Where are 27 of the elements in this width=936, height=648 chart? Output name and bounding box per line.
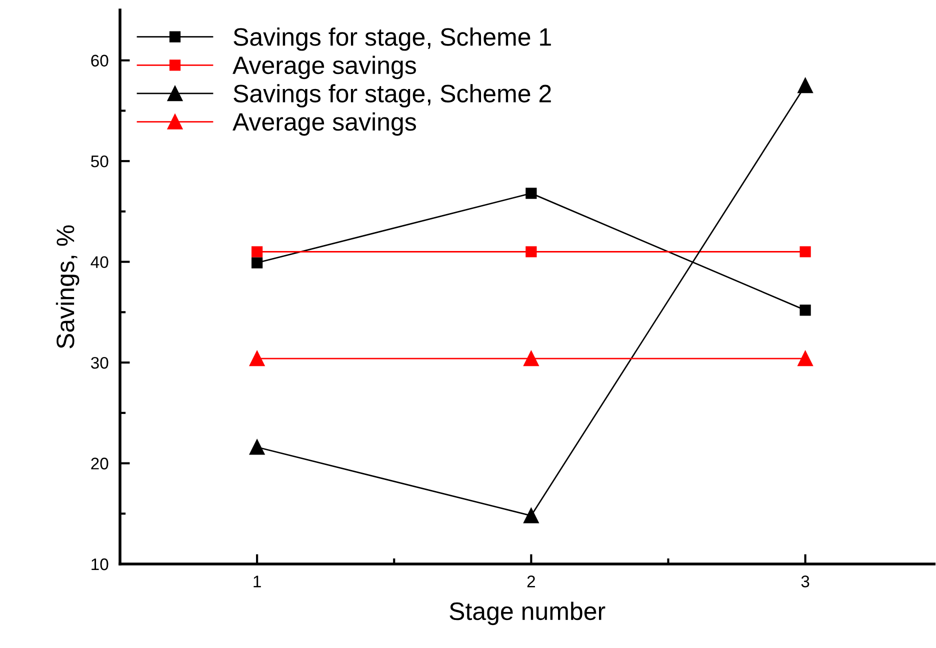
x-axis-title: Stage number — [450, 602, 606, 626]
point — [252, 257, 263, 268]
point — [249, 440, 265, 455]
legend-label: Average savings — [232, 112, 416, 136]
x-tick-label: 2 — [527, 576, 535, 588]
legend-label: Savings for stage, Scheme 2 — [234, 84, 551, 108]
y-tick-label: 30 — [90, 356, 108, 369]
y-axis-title: Savings, % — [56, 225, 80, 348]
legend-label: Average savings — [232, 56, 416, 80]
y-tick-label: 40 — [90, 256, 108, 268]
point — [526, 246, 537, 258]
point — [798, 78, 813, 94]
point — [524, 508, 539, 524]
point — [252, 246, 263, 258]
point — [524, 350, 539, 366]
y-tick-label: 20 — [91, 458, 108, 470]
point — [249, 350, 265, 366]
point — [800, 304, 811, 316]
y-tick-label: 50 — [91, 155, 108, 168]
x-tick-label: 1 — [254, 576, 261, 588]
y-tick-label: 10 — [92, 558, 108, 570]
point — [798, 350, 813, 366]
y-tick-label: 60 — [91, 54, 108, 67]
point — [526, 188, 537, 199]
point — [800, 246, 811, 258]
x-tick-label: 3 — [801, 576, 810, 588]
legend-label: Savings for stage, Scheme 1 — [234, 28, 551, 51]
